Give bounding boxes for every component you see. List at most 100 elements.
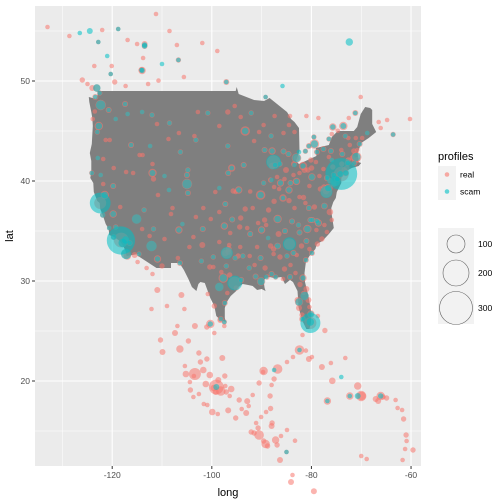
scam-point bbox=[300, 316, 305, 322]
scam-point bbox=[166, 187, 172, 193]
real-point bbox=[269, 382, 274, 388]
scam-point bbox=[257, 191, 264, 199]
scam-point bbox=[162, 173, 167, 179]
scam-point bbox=[89, 170, 95, 176]
scam-point bbox=[154, 256, 161, 262]
real-point bbox=[410, 447, 416, 453]
legend-size-100 bbox=[446, 234, 466, 254]
x-tick-label: -100 bbox=[203, 470, 220, 480]
real-point bbox=[117, 204, 123, 210]
real-point bbox=[288, 479, 294, 485]
real-point bbox=[181, 74, 187, 80]
real-point bbox=[303, 286, 310, 292]
real-point bbox=[244, 225, 250, 231]
real-point bbox=[162, 236, 167, 242]
scam-point bbox=[321, 203, 328, 209]
scam-point bbox=[340, 123, 347, 129]
real-point bbox=[261, 122, 266, 128]
scam-point bbox=[280, 83, 285, 89]
real-point bbox=[335, 128, 341, 134]
real-point bbox=[296, 305, 302, 311]
real-point bbox=[223, 389, 229, 395]
real-point bbox=[208, 216, 214, 222]
scam-point bbox=[304, 225, 311, 233]
scam-point bbox=[220, 247, 233, 259]
real-point bbox=[199, 242, 206, 248]
legend-size-label-200: 200 bbox=[478, 268, 492, 278]
real-point bbox=[267, 393, 273, 399]
scam-point bbox=[340, 151, 345, 157]
real-point bbox=[159, 349, 166, 355]
y-tick-label: 40 bbox=[21, 176, 31, 186]
real-point bbox=[399, 407, 405, 413]
scam-point bbox=[225, 143, 231, 149]
real-point bbox=[293, 270, 298, 276]
real-point bbox=[292, 205, 297, 211]
real-point bbox=[256, 380, 262, 386]
real-point bbox=[267, 405, 274, 412]
scam-point bbox=[330, 124, 336, 130]
real-point bbox=[191, 323, 198, 329]
scam-point bbox=[93, 94, 98, 100]
real-point bbox=[384, 117, 390, 123]
real-point bbox=[144, 265, 149, 271]
real-point bbox=[178, 292, 185, 298]
scam-point bbox=[131, 214, 142, 224]
scam-point bbox=[110, 183, 116, 189]
real-point bbox=[239, 406, 244, 412]
legend-n: n 100 200 300 bbox=[438, 227, 492, 325]
scam-point bbox=[343, 170, 349, 176]
real-point bbox=[172, 330, 178, 336]
scam-point bbox=[263, 274, 269, 280]
real-point bbox=[400, 457, 405, 463]
real-point bbox=[375, 398, 382, 404]
scam-point bbox=[180, 221, 185, 227]
real-point bbox=[182, 363, 188, 369]
scam-point bbox=[303, 148, 308, 154]
scam-point bbox=[257, 277, 265, 286]
real-point bbox=[376, 119, 382, 125]
real-point bbox=[196, 391, 202, 397]
scam-point bbox=[354, 393, 361, 399]
scam-point bbox=[104, 53, 110, 59]
real-point bbox=[176, 345, 184, 353]
usa-map-polygon bbox=[88, 87, 377, 329]
real-point bbox=[123, 169, 129, 175]
real-point bbox=[329, 131, 335, 137]
scam-point bbox=[139, 109, 145, 115]
real-point bbox=[258, 414, 264, 420]
real-point bbox=[291, 172, 296, 178]
real-point bbox=[243, 410, 250, 416]
real-point bbox=[346, 115, 352, 121]
real-point bbox=[212, 330, 217, 336]
scam-point bbox=[306, 143, 312, 149]
scam-point bbox=[326, 136, 332, 142]
scam-point bbox=[248, 110, 254, 116]
real-point bbox=[260, 438, 267, 444]
x-axis-ticks: -120 -100 -80 -60 bbox=[104, 466, 417, 480]
scam-point bbox=[310, 140, 319, 148]
real-point bbox=[109, 63, 114, 69]
legend-size-200 bbox=[442, 259, 470, 287]
legend-profiles: profiles real scam bbox=[438, 151, 480, 200]
real-point bbox=[175, 323, 180, 329]
scam-point bbox=[241, 127, 249, 135]
real-point bbox=[297, 170, 302, 176]
scam-point bbox=[337, 171, 344, 177]
scam-point bbox=[288, 180, 293, 186]
real-point bbox=[217, 209, 222, 215]
scam-point bbox=[106, 225, 112, 231]
real-point bbox=[319, 236, 325, 242]
scam-point bbox=[297, 347, 302, 353]
scam-point bbox=[136, 251, 142, 257]
real-point bbox=[300, 194, 307, 201]
scam-point bbox=[309, 250, 315, 256]
real-point bbox=[298, 243, 305, 249]
real-point bbox=[182, 306, 187, 312]
real-point bbox=[215, 377, 222, 383]
real-point bbox=[166, 136, 171, 142]
real-point bbox=[274, 442, 280, 448]
real-point bbox=[134, 41, 140, 47]
real-point bbox=[292, 438, 298, 444]
x-tick-label: -80 bbox=[305, 470, 318, 480]
